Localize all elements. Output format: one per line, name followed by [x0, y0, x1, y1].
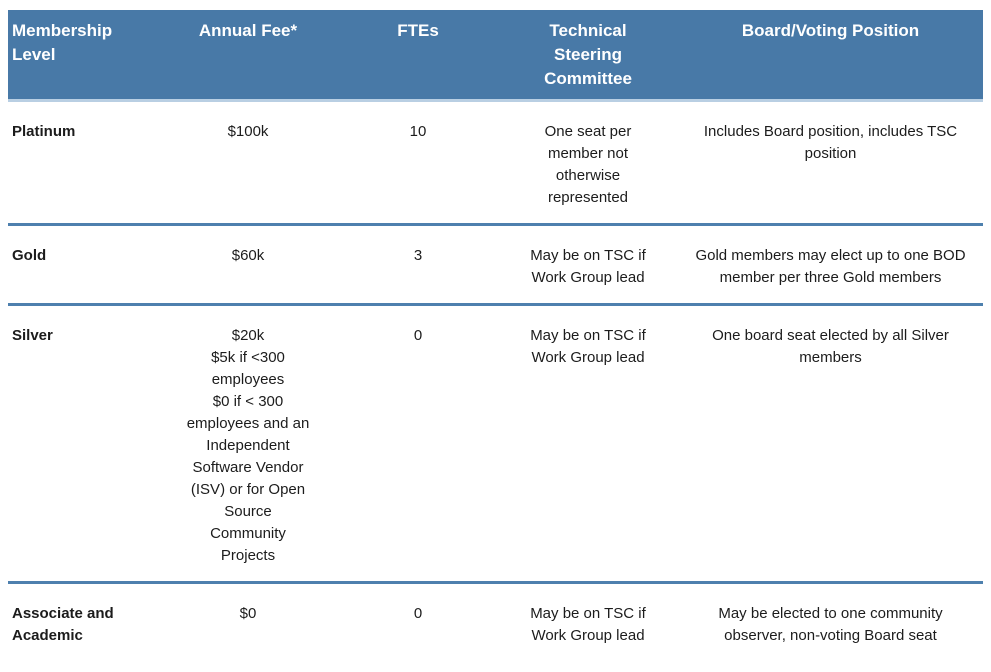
cell-ftes: 0	[338, 581, 498, 661]
cell-tsc: May be on TSC if Work Group lead	[498, 223, 678, 305]
cell-tsc: May be on TSC if Work Group lead	[498, 581, 678, 661]
column-header-membership-level: Membership Level	[8, 10, 158, 102]
cell-board: One board seat elected by all Silver mem…	[678, 303, 983, 583]
cell-annual-fee: $0	[158, 581, 338, 661]
cell-level: Platinum	[12, 123, 76, 140]
cell-board: May be elected to one community observer…	[678, 581, 983, 661]
cell-level: Silver	[8, 303, 158, 583]
column-header-board-voting-position: Board/Voting Position	[678, 10, 983, 102]
cell-tsc: May be on TSC if Work Group lead	[498, 303, 678, 583]
column-header-technical-steering-committee: Technical Steering Committee	[498, 10, 678, 102]
table-row-silver: Silver $20k $5k if <300 employees $0 if …	[8, 303, 983, 583]
cell-board: Includes Board position, includes TSC po…	[703, 123, 958, 162]
cell-annual-fee: $20k $5k if <300 employees $0 if < 300 e…	[158, 303, 338, 583]
cell-ftes: 0	[338, 303, 498, 583]
cell-tsc: One seat per member not otherwise repres…	[544, 123, 632, 206]
column-header-ftes: FTEs	[338, 10, 498, 102]
cell-level: Gold	[8, 223, 158, 305]
cell-annual-fee: $100k	[227, 123, 269, 140]
cell-ftes: 10	[409, 123, 427, 140]
column-header-annual-fee: Annual Fee*	[158, 10, 338, 102]
table-row-platinum: Platinum $100k 10 One seat per member no…	[8, 101, 983, 225]
cell-board: Gold members may elect up to one BOD mem…	[678, 223, 983, 305]
membership-levels-table: Membership Level Annual Fee* FTEs Techni…	[8, 10, 983, 661]
table-row-gold: Gold $60k 3 May be on TSC if Work Group …	[8, 223, 983, 305]
cell-ftes: 3	[338, 223, 498, 305]
cell-annual-fee: $60k	[158, 223, 338, 305]
cell-level: Associate and Academic	[8, 581, 158, 661]
table-row-associate-academic: Associate and Academic $0 0 May be on TS…	[8, 581, 983, 661]
header-row: Membership Level Annual Fee* FTEs Techni…	[8, 10, 983, 102]
